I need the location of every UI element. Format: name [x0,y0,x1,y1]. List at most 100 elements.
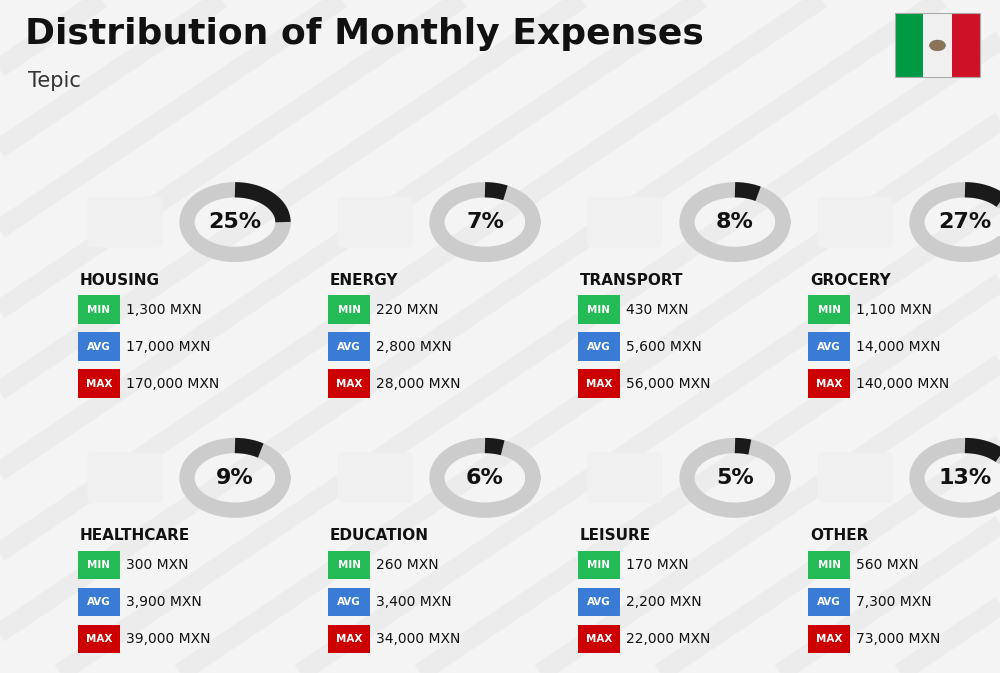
Text: 1,100 MXN: 1,100 MXN [856,303,932,316]
Text: 14,000 MXN: 14,000 MXN [856,340,941,353]
FancyBboxPatch shape [328,551,370,579]
FancyBboxPatch shape [578,295,620,324]
Text: 28,000 MXN: 28,000 MXN [376,377,460,390]
Text: 8%: 8% [716,212,754,232]
FancyBboxPatch shape [328,295,370,324]
FancyBboxPatch shape [78,369,120,398]
FancyBboxPatch shape [808,551,850,579]
Text: 73,000 MXN: 73,000 MXN [856,633,940,646]
Text: EDUCATION: EDUCATION [330,528,429,543]
Text: 3,400 MXN: 3,400 MXN [376,596,452,609]
Text: LEISURE: LEISURE [580,528,651,543]
Text: 22,000 MXN: 22,000 MXN [626,633,710,646]
Text: MAX: MAX [586,379,612,388]
FancyBboxPatch shape [588,197,662,248]
Text: 25%: 25% [208,212,262,232]
Circle shape [930,40,946,51]
Text: MIN: MIN [338,305,361,314]
Text: AVG: AVG [87,342,111,351]
Text: 9%: 9% [216,468,254,488]
FancyBboxPatch shape [818,197,893,248]
Text: MIN: MIN [818,305,841,314]
FancyBboxPatch shape [338,197,413,248]
Text: 2,200 MXN: 2,200 MXN [626,596,702,609]
FancyBboxPatch shape [808,588,850,616]
Text: 56,000 MXN: 56,000 MXN [626,377,710,390]
Text: 560 MXN: 560 MXN [856,559,919,572]
Text: AVG: AVG [337,342,361,351]
Text: Distribution of Monthly Expenses: Distribution of Monthly Expenses [25,17,704,51]
Text: AVG: AVG [817,598,841,607]
FancyBboxPatch shape [808,295,850,324]
Text: 2,800 MXN: 2,800 MXN [376,340,452,353]
Text: MIN: MIN [88,305,110,314]
Text: MIN: MIN [818,561,841,570]
FancyBboxPatch shape [328,588,370,616]
FancyBboxPatch shape [338,453,413,503]
FancyBboxPatch shape [895,13,923,77]
FancyBboxPatch shape [328,369,370,398]
Text: MAX: MAX [336,635,362,644]
FancyBboxPatch shape [328,625,370,653]
FancyBboxPatch shape [578,625,620,653]
Text: MAX: MAX [86,635,112,644]
FancyBboxPatch shape [808,332,850,361]
FancyBboxPatch shape [78,551,120,579]
Text: OTHER: OTHER [810,528,868,543]
FancyBboxPatch shape [578,551,620,579]
FancyBboxPatch shape [328,332,370,361]
Text: MAX: MAX [86,379,112,388]
Text: 7,300 MXN: 7,300 MXN [856,596,932,609]
Text: MIN: MIN [88,561,110,570]
FancyBboxPatch shape [78,588,120,616]
Text: ENERGY: ENERGY [330,273,398,287]
Text: 140,000 MXN: 140,000 MXN [856,377,949,390]
Text: 5%: 5% [716,468,754,488]
FancyBboxPatch shape [78,332,120,361]
Text: AVG: AVG [337,598,361,607]
Text: HEALTHCARE: HEALTHCARE [80,528,190,543]
Text: 3,900 MXN: 3,900 MXN [126,596,202,609]
Text: MAX: MAX [816,635,842,644]
Text: 5,600 MXN: 5,600 MXN [626,340,702,353]
Text: 6%: 6% [466,468,504,488]
Text: AVG: AVG [817,342,841,351]
Text: 260 MXN: 260 MXN [376,559,439,572]
Text: HOUSING: HOUSING [80,273,160,287]
Text: 300 MXN: 300 MXN [126,559,188,572]
Text: MAX: MAX [816,379,842,388]
Text: 7%: 7% [466,212,504,232]
Text: MAX: MAX [336,379,362,388]
Text: 170 MXN: 170 MXN [626,559,689,572]
Text: 34,000 MXN: 34,000 MXN [376,633,460,646]
Text: 1,300 MXN: 1,300 MXN [126,303,202,316]
Text: 17,000 MXN: 17,000 MXN [126,340,210,353]
FancyBboxPatch shape [578,369,620,398]
Text: Tepic: Tepic [28,71,81,91]
Text: AVG: AVG [587,598,611,607]
FancyBboxPatch shape [88,197,162,248]
FancyBboxPatch shape [578,332,620,361]
Text: AVG: AVG [587,342,611,351]
Text: 13%: 13% [938,468,992,488]
Text: AVG: AVG [87,598,111,607]
FancyBboxPatch shape [952,13,980,77]
Text: MIN: MIN [338,561,361,570]
FancyBboxPatch shape [88,453,162,503]
Text: MIN: MIN [588,561,610,570]
Text: 430 MXN: 430 MXN [626,303,688,316]
Text: 39,000 MXN: 39,000 MXN [126,633,210,646]
Text: GROCERY: GROCERY [810,273,891,287]
Text: TRANSPORT: TRANSPORT [580,273,684,287]
Text: MAX: MAX [586,635,612,644]
Text: 170,000 MXN: 170,000 MXN [126,377,219,390]
FancyBboxPatch shape [78,295,120,324]
FancyBboxPatch shape [923,13,952,77]
FancyBboxPatch shape [808,625,850,653]
FancyBboxPatch shape [78,625,120,653]
Text: MIN: MIN [588,305,610,314]
FancyBboxPatch shape [578,588,620,616]
FancyBboxPatch shape [808,369,850,398]
FancyBboxPatch shape [588,453,662,503]
Text: 220 MXN: 220 MXN [376,303,438,316]
